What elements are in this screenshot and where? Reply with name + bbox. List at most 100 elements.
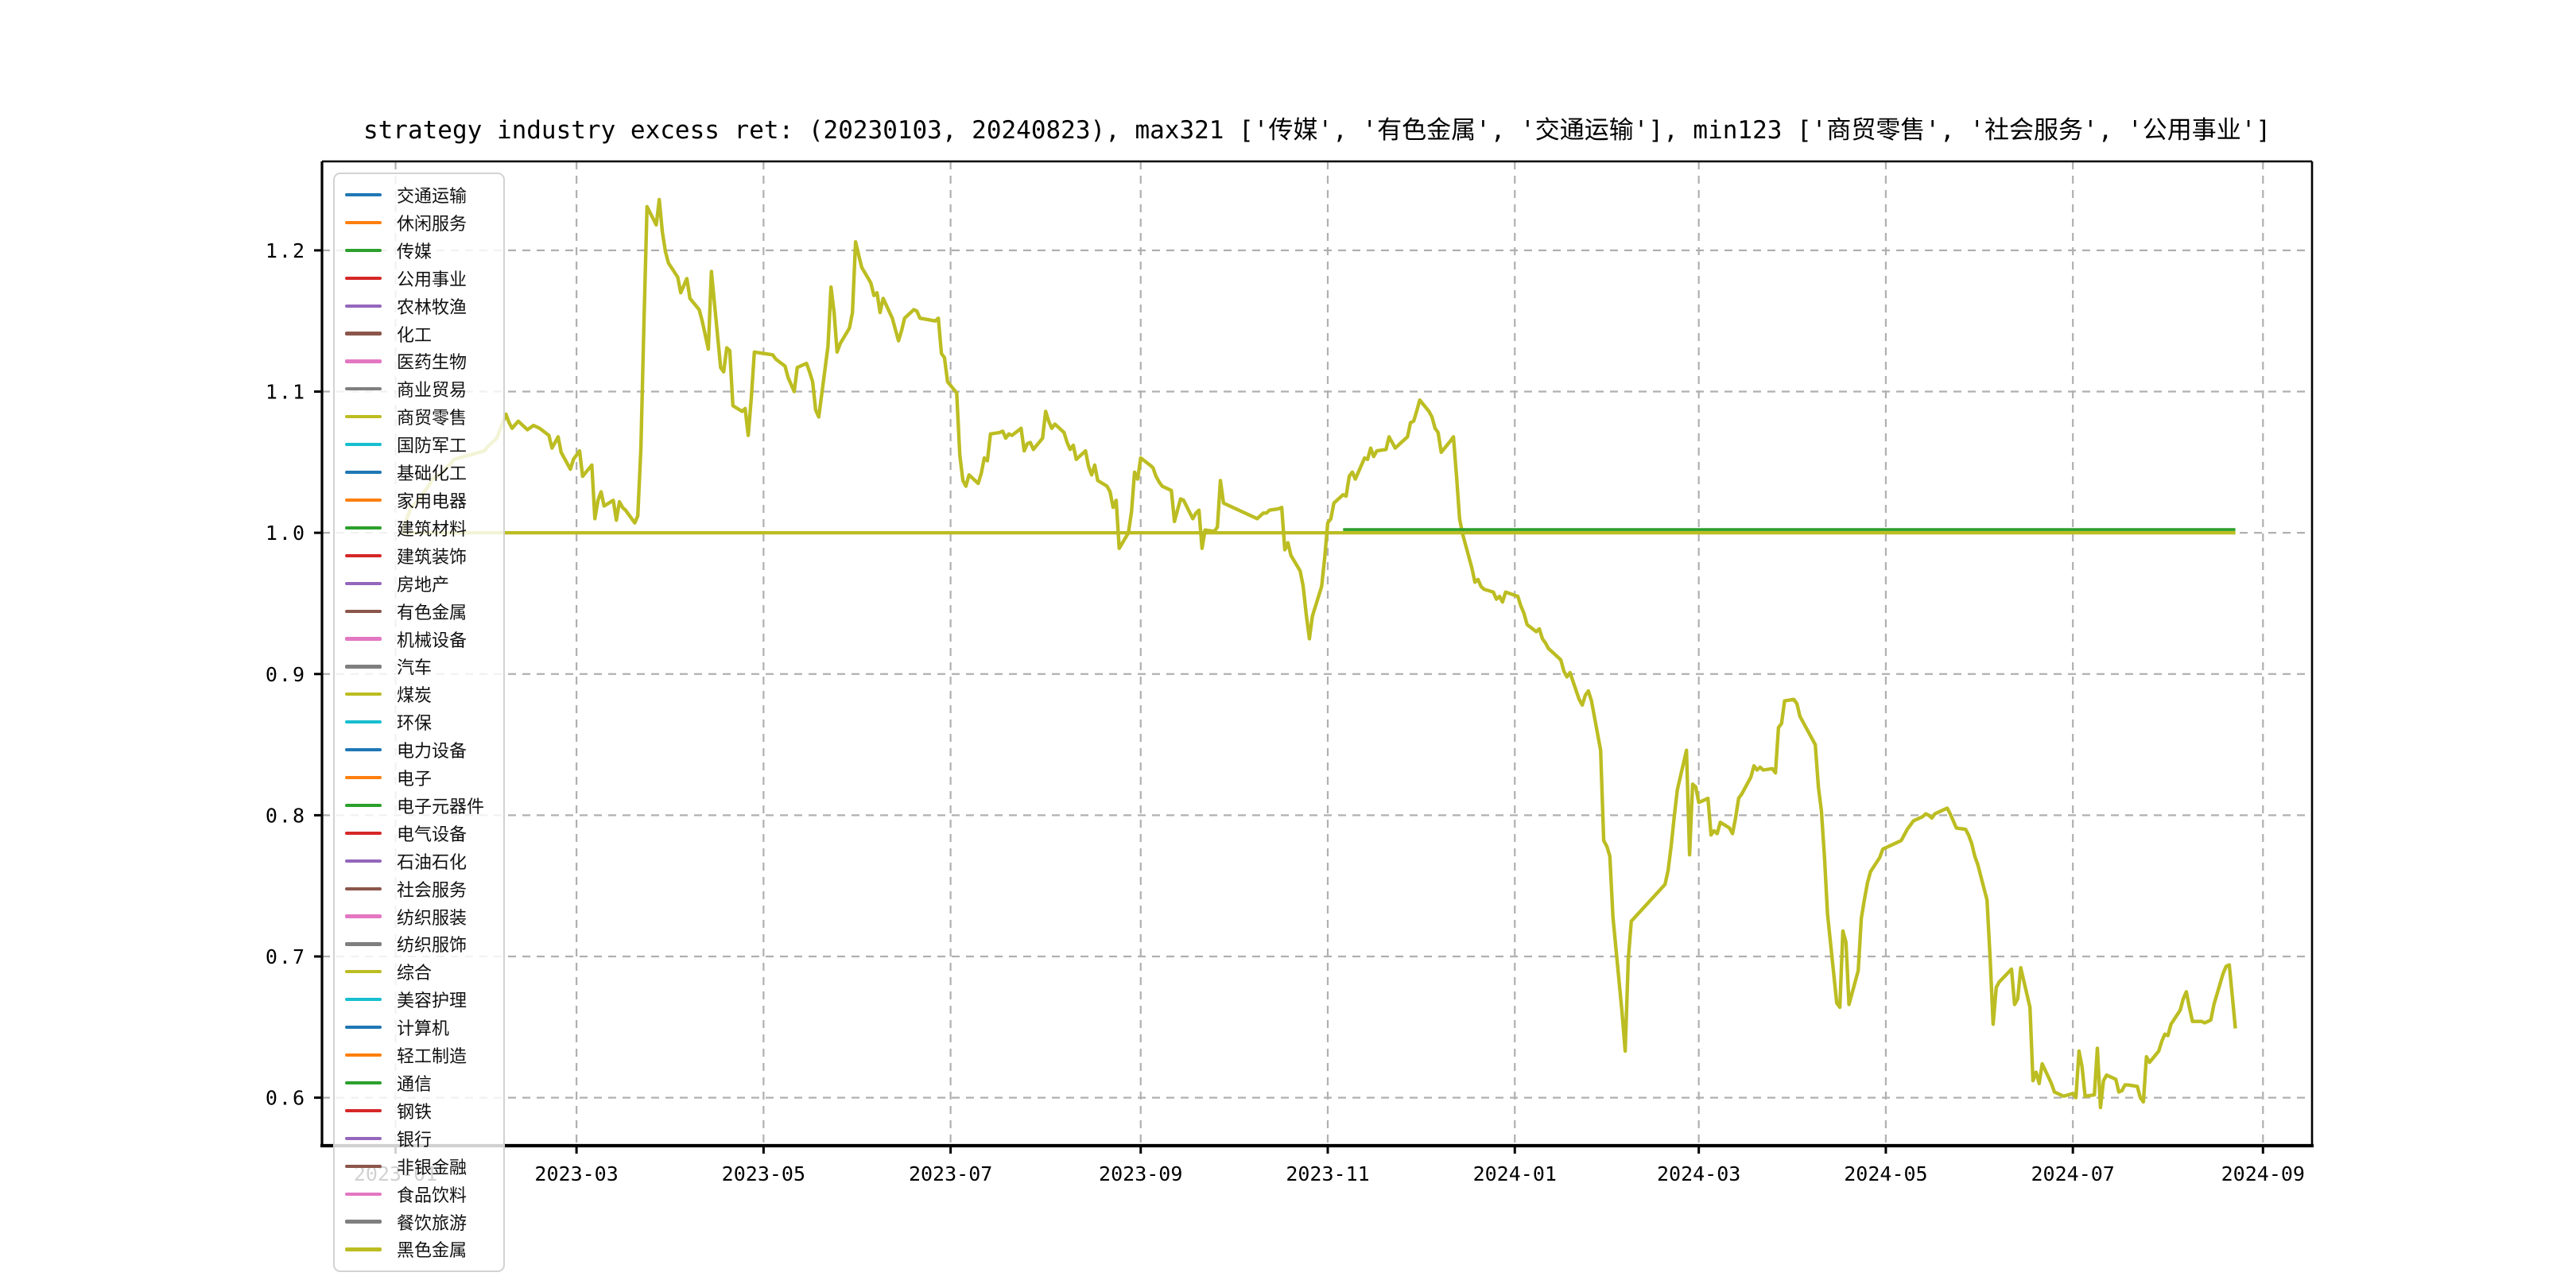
legend-item: 银行 bbox=[335, 1125, 503, 1152]
y-tick-label: 1.0 bbox=[266, 522, 306, 545]
legend-item-label: 有色金属 bbox=[397, 603, 467, 623]
legend-item-label: 计算机 bbox=[397, 1019, 450, 1040]
legend-item: 石油石化 bbox=[335, 848, 503, 875]
legend-line-swatch bbox=[345, 914, 382, 918]
legend-line-swatch bbox=[345, 998, 382, 1002]
legend-item: 电力设备 bbox=[335, 736, 503, 763]
legend-line-swatch bbox=[345, 886, 382, 890]
x-tick-label: 2024-01 bbox=[1473, 1162, 1557, 1185]
legend-item: 电子 bbox=[335, 764, 503, 791]
legend-item-label: 传媒 bbox=[397, 242, 433, 262]
series-industry-excess-return-volatile bbox=[400, 197, 2237, 1110]
legend-item: 纺织服装 bbox=[335, 903, 503, 930]
legend-item-label: 纺织服饰 bbox=[397, 936, 467, 956]
legend-box: 交通运输 休闲服务 传媒 公用事业 农林牧渔 化工 医药生物 商业贸易 商贸零售… bbox=[333, 173, 505, 1272]
legend-item: 休闲服务 bbox=[335, 209, 503, 236]
chart-title: strategy industry excess ret: (20230103,… bbox=[363, 116, 2271, 145]
legend-line-swatch bbox=[345, 581, 382, 585]
legend-item-label: 汽车 bbox=[397, 658, 433, 679]
legend-item-label: 交通运输 bbox=[397, 187, 467, 207]
legend-item-label: 黑色金属 bbox=[397, 1241, 467, 1262]
legend-item: 基础化工 bbox=[335, 459, 503, 486]
x-tick-label: 2024-07 bbox=[2031, 1162, 2114, 1185]
y-tick-label: 0.8 bbox=[266, 804, 306, 827]
legend-line-swatch bbox=[345, 1026, 382, 1030]
legend-line-swatch bbox=[345, 831, 382, 835]
legend-item-label: 公用事业 bbox=[397, 270, 467, 290]
x-tick-label: 2023-03 bbox=[534, 1162, 618, 1185]
legend-item: 通信 bbox=[335, 1069, 503, 1096]
legend-item: 商贸零售 bbox=[335, 403, 503, 430]
legend-item-label: 家用电器 bbox=[397, 491, 467, 512]
legend-item-label: 社会服务 bbox=[397, 880, 467, 901]
legend-line-swatch bbox=[345, 304, 382, 308]
legend-item: 商业贸易 bbox=[335, 375, 503, 402]
legend-item-label: 机械设备 bbox=[397, 630, 467, 651]
legend-item: 建筑材料 bbox=[335, 514, 503, 541]
legend-line-swatch bbox=[345, 332, 382, 336]
x-tick-label: 2023-05 bbox=[722, 1162, 805, 1185]
legend-line-swatch bbox=[345, 387, 382, 391]
legend-item-label: 石油石化 bbox=[397, 852, 467, 873]
legend-item-label: 环保 bbox=[397, 714, 433, 735]
legend-item: 医药生物 bbox=[335, 347, 503, 374]
legend-line-swatch bbox=[345, 609, 382, 613]
legend-item-label: 电气设备 bbox=[397, 824, 467, 845]
legend-line-swatch bbox=[345, 665, 382, 669]
x-tick-label: 2024-03 bbox=[1657, 1162, 1740, 1185]
legend-line-swatch bbox=[345, 359, 382, 363]
legend-item-label: 化工 bbox=[397, 325, 433, 346]
x-tick-label: 2023-09 bbox=[1099, 1162, 1182, 1185]
legend-line-swatch bbox=[345, 1136, 382, 1140]
legend-item-label: 基础化工 bbox=[397, 464, 467, 485]
legend-item: 建筑装饰 bbox=[335, 542, 503, 569]
legend-item: 非银金融 bbox=[335, 1153, 503, 1180]
legend-line-swatch bbox=[345, 470, 382, 475]
legend-line-swatch bbox=[345, 443, 382, 447]
x-tick-label: 2023-07 bbox=[909, 1162, 992, 1185]
legend-item-label: 农林牧渔 bbox=[397, 297, 467, 318]
legend-item: 汽车 bbox=[335, 653, 503, 680]
legend-item: 传媒 bbox=[335, 237, 503, 264]
legend-item-label: 休闲服务 bbox=[397, 214, 467, 235]
y-tick-label: 0.7 bbox=[266, 945, 306, 968]
legend-item-label: 房地产 bbox=[397, 575, 450, 596]
legend-item-label: 综合 bbox=[397, 964, 433, 984]
legend-line-swatch bbox=[345, 220, 382, 224]
legend-item-label: 建筑装饰 bbox=[397, 547, 467, 568]
legend-item-label: 商业贸易 bbox=[397, 381, 467, 402]
legend-line-swatch bbox=[345, 775, 382, 780]
x-tick-label: 2024-05 bbox=[1844, 1162, 1927, 1185]
legend-line-swatch bbox=[345, 1108, 382, 1112]
legend-item: 国防军工 bbox=[335, 431, 503, 458]
legend-item: 交通运输 bbox=[335, 181, 503, 208]
legend-item-label: 非银金融 bbox=[397, 1158, 467, 1178]
legend-item: 计算机 bbox=[335, 1014, 503, 1041]
legend-item: 化工 bbox=[335, 320, 503, 347]
legend-line-swatch bbox=[345, 803, 382, 808]
legend-item: 美容护理 bbox=[335, 986, 503, 1013]
legend-item: 房地产 bbox=[335, 570, 503, 597]
legend-item: 餐饮旅游 bbox=[335, 1208, 503, 1236]
legend-item-label: 钢铁 bbox=[397, 1102, 433, 1123]
legend-item: 钢铁 bbox=[335, 1097, 503, 1124]
legend-item-label: 电子元器件 bbox=[397, 797, 485, 817]
legend-item: 农林牧渔 bbox=[335, 293, 503, 320]
legend-line-swatch bbox=[345, 1164, 382, 1168]
legend-line-swatch bbox=[345, 942, 382, 946]
y-tick-label: 0.9 bbox=[266, 663, 306, 686]
legend-item-label: 建筑材料 bbox=[397, 519, 467, 540]
legend-item-label: 通信 bbox=[397, 1075, 433, 1095]
legend-line-swatch bbox=[345, 1053, 382, 1057]
legend-item: 电气设备 bbox=[335, 820, 503, 847]
legend-item: 电子元器件 bbox=[335, 792, 503, 819]
legend-item: 机械设备 bbox=[335, 626, 503, 653]
legend-item-label: 轻工制造 bbox=[397, 1047, 467, 1068]
legend-item-label: 商贸零售 bbox=[397, 409, 467, 429]
y-tick-label: 1.1 bbox=[266, 381, 306, 404]
legend-item: 综合 bbox=[335, 958, 503, 985]
legend-item: 轻工制造 bbox=[335, 1042, 503, 1069]
legend-item: 纺织服饰 bbox=[335, 930, 503, 957]
legend-item-label: 国防军工 bbox=[397, 436, 467, 457]
